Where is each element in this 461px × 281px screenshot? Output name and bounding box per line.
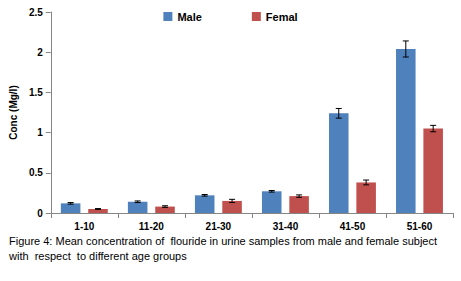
- svg-text:Figure 4: Mean concentration o: Figure 4: Mean concentration of flouride…: [9, 235, 440, 247]
- svg-text:0.5: 0.5: [29, 167, 43, 178]
- svg-text:Conc (Mg/l): Conc (Mg/l): [8, 85, 19, 139]
- svg-text:Male: Male: [177, 11, 201, 23]
- svg-text:1: 1: [37, 127, 43, 138]
- svg-text:1.5: 1.5: [29, 87, 43, 98]
- svg-text:1-10: 1-10: [74, 221, 94, 232]
- svg-text:Femal: Femal: [266, 11, 298, 23]
- svg-text:with respect to different ag: with respect to different age groups: [8, 250, 187, 262]
- svg-text:31-40: 31-40: [273, 221, 299, 232]
- svg-text:2: 2: [37, 47, 43, 58]
- svg-text:11-20: 11-20: [139, 221, 164, 232]
- svg-text:51-60: 51-60: [407, 221, 433, 232]
- svg-text:21-30: 21-30: [206, 221, 232, 232]
- svg-text:2.5: 2.5: [29, 7, 43, 18]
- svg-text:0: 0: [37, 208, 43, 219]
- svg-text:41-50: 41-50: [340, 221, 366, 232]
